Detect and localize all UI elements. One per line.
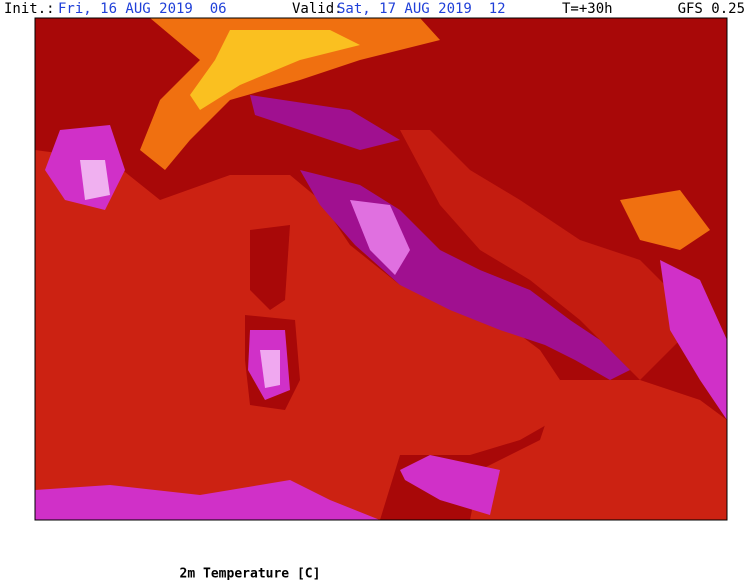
init-label: Init.: xyxy=(4,1,55,17)
po-heat xyxy=(250,95,400,150)
map xyxy=(35,18,727,520)
ionian-sea xyxy=(470,380,727,520)
init-time: Fri, 16 AUG 2019 06 xyxy=(58,1,227,17)
balkan-warm xyxy=(620,190,710,250)
map-frame xyxy=(34,17,728,521)
sicily-heat xyxy=(400,455,500,515)
adriatic-sea xyxy=(400,130,680,380)
tuscany-core xyxy=(350,200,410,275)
valid-time: Sat, 17 AUG 2019 12 xyxy=(337,1,506,17)
lead-time: T=+30h xyxy=(562,1,613,17)
alps-warm xyxy=(140,18,440,170)
colorbar-title: 2m Temperature [C] xyxy=(180,567,321,580)
corsica xyxy=(250,225,290,310)
sardinia-core xyxy=(260,350,280,388)
valid-label: Valid: xyxy=(292,1,343,17)
africa-heat xyxy=(35,480,380,520)
model-name: GFS 0.25 xyxy=(678,1,745,17)
alps-cool xyxy=(190,30,360,110)
rhone-core xyxy=(80,160,110,200)
sea xyxy=(35,150,560,520)
greece-heat xyxy=(660,260,727,420)
